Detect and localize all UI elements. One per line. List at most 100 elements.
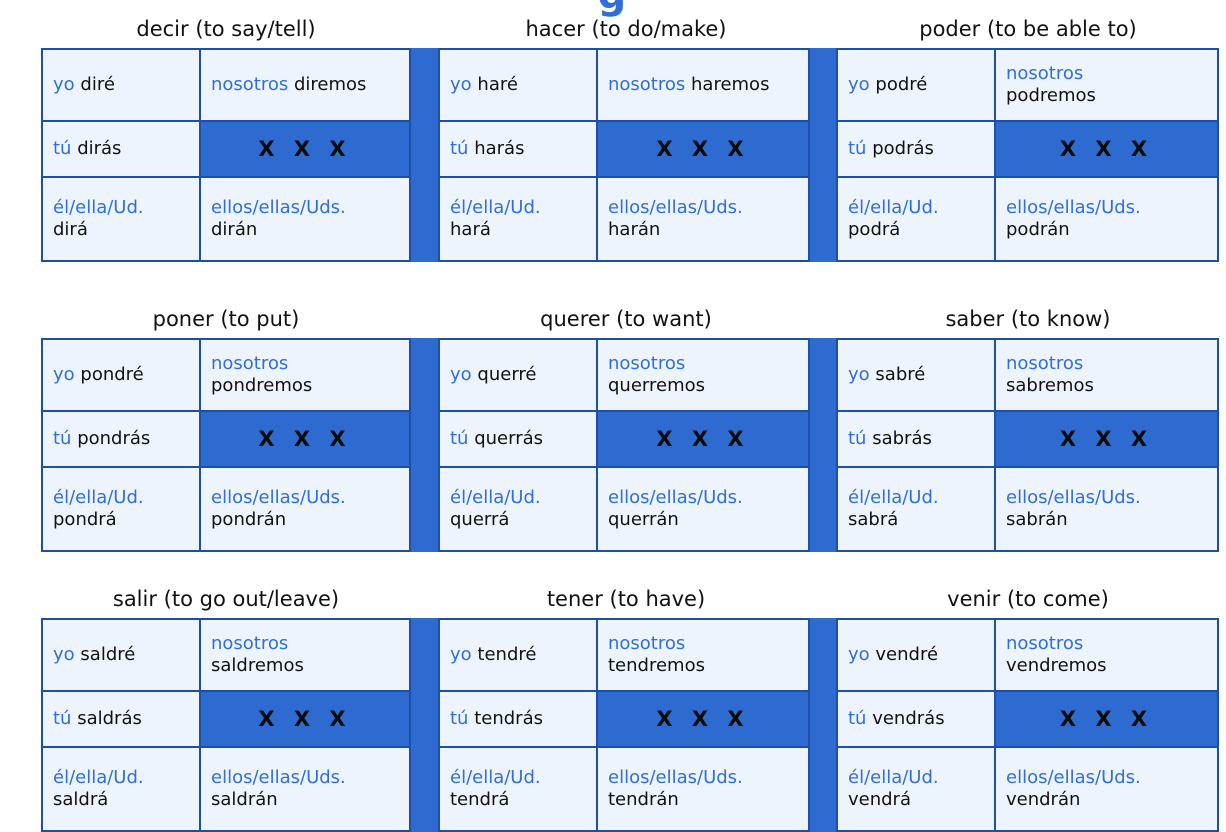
pronoun-el: él/ella/Ud. — [848, 487, 939, 508]
vosotros-placeholder-cell: X X X — [199, 120, 411, 178]
yo-cell: yo haré — [438, 48, 598, 122]
pronoun-ellos: ellos/ellas/Uds. — [1006, 197, 1141, 218]
pronoun-nosotros: nosotros — [211, 353, 289, 374]
verb-form: tendrán — [608, 789, 679, 810]
verb-header: hacer (to do/make) — [525, 17, 727, 41]
verb-form: sabrás — [872, 428, 932, 449]
verb-form: querré — [477, 364, 537, 385]
verb-form: vendrán — [1006, 789, 1081, 810]
verb-form: podrán — [1006, 219, 1070, 240]
el-cell: él/ella/Ud. pondrá — [41, 466, 201, 552]
verb-header: poner (to put) — [152, 307, 300, 331]
verb-form: podrás — [872, 138, 934, 159]
pronoun-tu: tú — [53, 138, 72, 159]
verb-form: saldrás — [77, 708, 142, 729]
vosotros-placeholder-cell: X X X — [596, 120, 810, 178]
verb-form: vendré — [875, 644, 939, 665]
verb-form: sabré — [875, 364, 926, 385]
pronoun-tu: tú — [450, 428, 469, 449]
pronoun-tu: tú — [848, 428, 867, 449]
pronoun-tu: tú — [53, 708, 72, 729]
nosotros-cell: nosotros podremos — [994, 48, 1219, 122]
verb-form: podré — [875, 74, 928, 95]
verb-form: saldremos — [211, 655, 304, 676]
verb-form: haremos — [691, 74, 770, 95]
tu-cell: tú sabrás — [836, 410, 996, 468]
verb-header: querer (to want) — [540, 307, 712, 331]
placeholder-text: X X X — [1059, 707, 1154, 731]
el-cell: él/ella/Ud. podrá — [836, 176, 996, 262]
ellos-cell: ellos/ellas/Uds. tendrán — [596, 746, 810, 832]
tu-cell: tú vendrás — [836, 690, 996, 748]
verb-form: vendrá — [848, 789, 911, 810]
pronoun-ellos: ellos/ellas/Uds. — [608, 767, 743, 788]
verb-form: vendrás — [872, 708, 945, 729]
pronoun-el: él/ella/Ud. — [53, 487, 144, 508]
verb-form: sabremos — [1006, 375, 1094, 396]
pronoun-nosotros: nosotros — [1006, 353, 1084, 374]
vosotros-placeholder-cell: X X X — [596, 410, 810, 468]
el-cell: él/ella/Ud. sabrá — [836, 466, 996, 552]
verb-form: saldrá — [53, 789, 109, 810]
yo-cell: yo podré — [836, 48, 996, 122]
pronoun-el: él/ella/Ud. — [450, 487, 541, 508]
verb-form: sabrá — [848, 509, 899, 530]
pronoun-el: él/ella/Ud. — [53, 767, 144, 788]
placeholder-text: X X X — [656, 707, 750, 731]
conjugation-table: yo tendré nosotros tendremos tú tendrás X… — [438, 618, 810, 832]
tu-cell: tú dirás — [41, 120, 201, 178]
verb-form: hará — [450, 219, 491, 240]
verb-form: querrás — [474, 428, 544, 449]
yo-cell: yo sabré — [836, 338, 996, 412]
pronoun-nosotros: nosotros — [211, 74, 289, 95]
pronoun-tu: tú — [53, 428, 72, 449]
pronoun-yo: yo — [848, 644, 870, 665]
verb-form: querrá — [450, 509, 510, 530]
band-headers: salir (to go out/leave) tener (to have) … — [41, 580, 1219, 618]
tu-cell: tú tendrás — [438, 690, 598, 748]
verb-header: venir (to come) — [947, 587, 1109, 611]
conjugation-table: yo pondré nosotros pondremos tú pondrás X… — [41, 338, 411, 552]
el-cell: él/ella/Ud. querrá — [438, 466, 598, 552]
verb-header: tener (to have) — [546, 587, 706, 611]
pronoun-tu: tú — [450, 708, 469, 729]
verb-header: saber (to know) — [945, 307, 1111, 331]
nosotros-cell: nosotros pondremos — [199, 338, 411, 412]
verb-form: querrán — [608, 509, 679, 530]
verb-header: decir (to say/tell) — [136, 17, 316, 41]
verb-form: dirá — [53, 219, 88, 240]
verb-band-2: poner (to put) querer (to want) saber (t… — [41, 300, 1219, 552]
verb-form: tendremos — [608, 655, 705, 676]
placeholder-text: X X X — [258, 707, 352, 731]
placeholder-text: X X X — [1059, 137, 1154, 161]
tu-cell: tú querrás — [438, 410, 598, 468]
verb-form: haré — [477, 74, 518, 95]
pronoun-yo: yo — [450, 364, 472, 385]
conjugation-table: yo haré nosotros haremos tú harás X X X … — [438, 48, 810, 262]
pronoun-nosotros: nosotros — [608, 633, 686, 654]
verb-form: dirás — [77, 138, 122, 159]
pronoun-nosotros: nosotros — [211, 633, 289, 654]
ellos-cell: ellos/ellas/Uds. podrán — [994, 176, 1219, 262]
ellos-cell: ellos/ellas/Uds. querrán — [596, 466, 810, 552]
yo-cell: yo querré — [438, 338, 598, 412]
vosotros-placeholder-cell: X X X — [199, 410, 411, 468]
pronoun-ellos: ellos/ellas/Uds. — [608, 197, 743, 218]
el-cell: él/ella/Ud. saldrá — [41, 746, 201, 832]
yo-cell: yo saldré — [41, 618, 201, 692]
page-title-fragment: g — [0, 0, 1226, 15]
verb-form: podrá — [848, 219, 901, 240]
tu-cell: tú pondrás — [41, 410, 201, 468]
el-cell: él/ella/Ud. dirá — [41, 176, 201, 262]
nosotros-cell: nosotros tendremos — [596, 618, 810, 692]
yo-cell: yo diré — [41, 48, 201, 122]
pronoun-ellos: ellos/ellas/Uds. — [211, 767, 346, 788]
verb-band-1: decir (to say/tell) hacer (to do/make) p… — [41, 10, 1219, 262]
vosotros-placeholder-cell: X X X — [994, 120, 1219, 178]
pronoun-yo: yo — [53, 74, 75, 95]
pronoun-yo: yo — [848, 74, 870, 95]
conjugation-grid: yo pondré nosotros pondremos tú pondrás X… — [41, 338, 1219, 552]
pronoun-nosotros: nosotros — [608, 74, 686, 95]
conjugation-table: yo sabré nosotros sabremos tú sabrás X X … — [836, 338, 1219, 552]
verb-header: poder (to be able to) — [919, 17, 1137, 41]
